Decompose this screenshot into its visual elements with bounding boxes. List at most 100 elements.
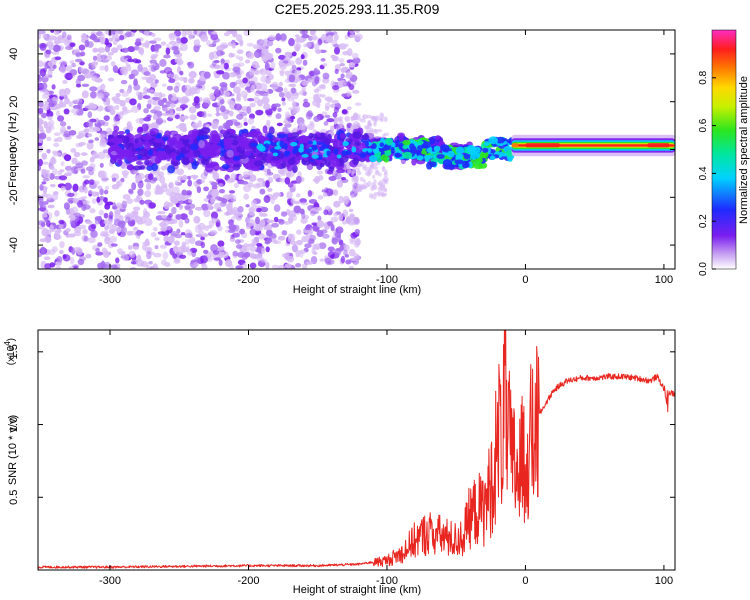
heatmap-cell	[249, 102, 256, 108]
heatmap-cell	[142, 135, 152, 141]
heatmap-cell	[116, 202, 122, 208]
heatmap-cell	[44, 90, 50, 96]
heatmap-cell	[371, 182, 375, 186]
heatmap-cell	[132, 155, 139, 161]
heatmap-cell	[78, 141, 87, 146]
heatmap-cell	[210, 211, 219, 220]
heatmap-cell	[341, 220, 348, 225]
heatmap-cell	[95, 247, 100, 254]
heatmap-cell	[75, 143, 81, 148]
heatmap-cell	[228, 190, 236, 194]
heatmap-cell	[44, 235, 52, 244]
heatmap-cell	[212, 172, 220, 180]
heatmap-cell	[238, 112, 248, 117]
heatmap-cell	[331, 159, 340, 167]
heatmap-cell	[261, 213, 268, 217]
heatmap-cell	[92, 126, 101, 132]
heatmap-cell	[201, 263, 208, 269]
heatmap-cell	[275, 113, 282, 120]
heatmap-cell	[338, 119, 344, 128]
heatmap-cell	[402, 144, 408, 150]
heatmap-cell	[39, 200, 44, 208]
heatmap-cell	[484, 141, 490, 147]
heatmap-cell	[302, 59, 308, 66]
heatmap-cell	[195, 104, 201, 109]
heatmap-cell	[286, 191, 293, 200]
heatmap-cell	[106, 127, 113, 133]
heatmap-cell	[173, 85, 180, 93]
heatmap-cell	[237, 62, 245, 67]
heatmap-cell	[63, 154, 72, 162]
colorbar-tick-label: 0.8	[698, 70, 709, 84]
heatmap-cell	[220, 51, 225, 56]
heatmap-cell	[51, 246, 58, 253]
heatmap-cell	[62, 133, 71, 138]
heatmap-cell	[92, 47, 98, 53]
heatmap-cell	[175, 106, 183, 112]
heatmap-cell	[116, 44, 123, 51]
heatmap-cell	[75, 162, 84, 169]
heatmap-cell	[64, 72, 73, 81]
heatmap-cell	[219, 99, 225, 105]
heatmap-cell	[174, 58, 180, 63]
heatmap-cell	[265, 229, 273, 237]
heatmap-cell	[46, 193, 52, 201]
heatmap-cell	[90, 91, 97, 99]
heatmap-cell	[394, 153, 403, 158]
heatmap-cell	[45, 122, 53, 129]
heatmap-cell	[235, 97, 242, 102]
heatmap-cell	[271, 264, 280, 269]
heatmap-cell	[74, 58, 83, 63]
heatmap-cell	[210, 197, 216, 204]
heatmap-cell	[53, 231, 61, 240]
heatmap-cell	[200, 236, 205, 241]
heatmap-cell	[270, 142, 278, 147]
heatmap-cell	[256, 243, 263, 247]
heatmap-cell	[101, 230, 109, 234]
heatmap-cell	[59, 249, 64, 255]
heatmap-cell	[281, 97, 286, 102]
heatmap-cell	[126, 198, 134, 204]
heatmap-cell	[300, 80, 309, 86]
heatmap-cell	[88, 179, 95, 185]
heatmap-cell	[384, 169, 388, 175]
heatmap-cell	[218, 259, 223, 267]
heatmap-cell	[82, 175, 91, 179]
heatmap-cell	[193, 39, 201, 47]
heatmap-cell	[230, 195, 237, 202]
heatmap-cell	[148, 123, 153, 128]
heatmap-cell	[242, 77, 248, 84]
heatmap-cell	[144, 218, 153, 227]
heatmap-cell	[128, 190, 134, 195]
heatmap-cell	[170, 152, 177, 159]
heatmap-cell	[58, 88, 67, 97]
chart-title: C2E5.2025.293.11.35.R09	[275, 1, 440, 17]
heatmap-cell	[301, 37, 307, 42]
heatmap-cell	[165, 47, 171, 55]
heatmap-cell	[178, 115, 185, 122]
heatmap-cell	[190, 143, 199, 151]
heatmap-cell	[361, 134, 370, 141]
heatmap-cell	[138, 47, 144, 55]
heatmap-cell	[180, 37, 188, 44]
heatmap-cell	[317, 195, 324, 200]
snr-series-line	[38, 330, 675, 569]
heatmap-cell	[242, 171, 251, 178]
heatmap-cell	[312, 251, 318, 256]
heatmap-cell	[176, 246, 186, 254]
heatmap-cell	[333, 200, 341, 208]
heatmap-cell	[295, 193, 301, 198]
heatmap-cell	[347, 166, 352, 175]
heatmap-cell	[114, 104, 120, 111]
heatmap-cell	[332, 139, 343, 148]
heatmap-cell	[284, 70, 292, 77]
heatmap-cell	[258, 145, 266, 152]
heatmap-cell	[56, 256, 63, 263]
heatmap-cell	[211, 86, 220, 90]
heatmap-cell	[160, 219, 169, 227]
heatmap-cell	[292, 108, 297, 115]
heatmap-cell	[38, 83, 43, 89]
x-tick-label: -200	[237, 575, 259, 587]
heatmap-cell	[185, 190, 192, 196]
heatmap-cell	[285, 151, 291, 156]
